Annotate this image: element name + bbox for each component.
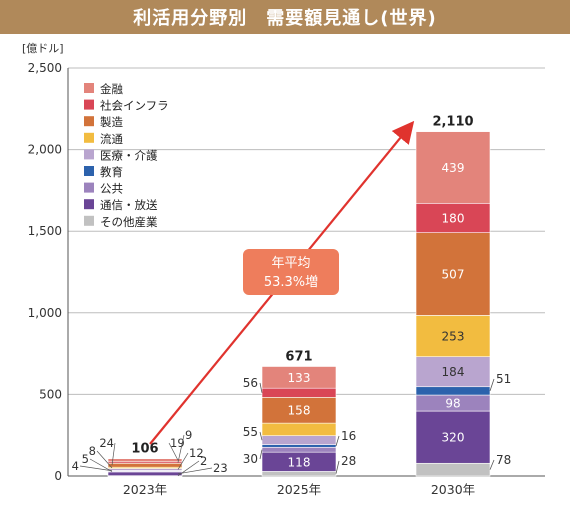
growth-callout-line1: 年平均 bbox=[271, 256, 310, 271]
y-tick-label: 0 bbox=[54, 469, 62, 483]
legend-swatch bbox=[84, 132, 94, 143]
legend-label: 流通 bbox=[100, 132, 123, 146]
data-label: 12 bbox=[189, 446, 204, 460]
data-label: 78 bbox=[496, 453, 511, 467]
legend-swatch bbox=[84, 83, 94, 93]
data-label: 55 bbox=[243, 425, 258, 439]
bar-segment bbox=[261, 446, 337, 453]
data-label: 180 bbox=[442, 211, 465, 225]
legend-swatch bbox=[84, 99, 94, 110]
data-label: 30 bbox=[243, 452, 258, 466]
legend-swatch bbox=[84, 149, 94, 160]
legend-label: 医療・介護 bbox=[100, 148, 158, 162]
x-tick-label: 2025年 bbox=[277, 482, 321, 497]
data-label: 51 bbox=[496, 372, 511, 386]
total-label: 106 bbox=[131, 442, 158, 457]
leader-line bbox=[489, 459, 495, 470]
legend-label: 公共 bbox=[100, 182, 123, 196]
x-tick-label: 2030年 bbox=[431, 482, 475, 497]
leader-line bbox=[259, 449, 263, 460]
legend-swatch bbox=[84, 116, 94, 127]
legend-swatch bbox=[84, 199, 94, 210]
growth-callout-line2: 53.3%増 bbox=[264, 275, 318, 290]
bar-segment bbox=[415, 202, 491, 233]
total-label: 2,110 bbox=[432, 115, 473, 130]
leader-line bbox=[177, 434, 185, 463]
leader-line bbox=[111, 442, 116, 466]
data-label: 133 bbox=[288, 371, 311, 385]
data-label: 16 bbox=[341, 429, 356, 443]
leader-line bbox=[96, 450, 113, 469]
data-label: 28 bbox=[341, 454, 356, 468]
growth-callout-box bbox=[243, 249, 339, 295]
leader-line bbox=[259, 382, 263, 393]
y-tick-label: 1,000 bbox=[28, 306, 62, 320]
y-unit-label: [億ドル] bbox=[22, 42, 64, 55]
data-label: 439 bbox=[442, 161, 465, 175]
data-label: 320 bbox=[442, 431, 465, 445]
x-tick-label: 2023年 bbox=[123, 482, 167, 497]
legend-swatch bbox=[84, 166, 94, 176]
data-label: 5 bbox=[82, 452, 89, 466]
leader-line bbox=[89, 458, 113, 472]
bar-segment bbox=[415, 131, 491, 204]
data-label: 24 bbox=[99, 436, 114, 450]
legend-swatch bbox=[84, 182, 94, 193]
y-tick-label: 1,500 bbox=[28, 224, 62, 238]
leader-line bbox=[177, 452, 189, 470]
data-label: 23 bbox=[213, 461, 228, 475]
leader-line bbox=[489, 378, 495, 392]
title-bar: 利活用分野別 需要額見通し(世界) bbox=[0, 0, 570, 34]
legend-label: 製造 bbox=[100, 115, 123, 129]
chart-title: 利活用分野別 需要額見通し(世界) bbox=[133, 8, 437, 29]
data-label: 158 bbox=[288, 404, 311, 418]
bar-segment bbox=[415, 356, 491, 388]
data-label: 253 bbox=[442, 330, 465, 344]
y-tick-label: 500 bbox=[39, 387, 62, 401]
data-label: 98 bbox=[445, 397, 460, 411]
leader-line bbox=[168, 442, 179, 461]
data-label: 4 bbox=[72, 459, 79, 473]
data-label: 184 bbox=[442, 365, 465, 379]
data-label: 118 bbox=[288, 455, 311, 469]
legend-label: 金融 bbox=[100, 82, 123, 96]
bar-segment bbox=[261, 366, 337, 389]
bar-segment bbox=[107, 458, 183, 463]
data-label: 19 bbox=[170, 436, 185, 450]
bar-segment bbox=[415, 232, 491, 316]
y-tick-label: 2,500 bbox=[28, 61, 62, 75]
leader-line bbox=[79, 465, 113, 472]
leader-line bbox=[335, 435, 340, 447]
data-label: 8 bbox=[89, 444, 96, 458]
bar-segment bbox=[415, 410, 491, 464]
data-label: 507 bbox=[442, 268, 465, 282]
legend-label: 通信・放送 bbox=[100, 198, 158, 212]
bar-segment bbox=[261, 422, 337, 436]
leader-line bbox=[335, 460, 340, 474]
leader-line bbox=[177, 467, 213, 475]
bar-segment bbox=[107, 462, 183, 468]
legend-label: 教育 bbox=[100, 165, 123, 179]
bar-segment bbox=[415, 462, 491, 477]
data-label: 9 bbox=[185, 428, 192, 442]
data-label: 2 bbox=[200, 454, 207, 468]
total-label: 671 bbox=[285, 349, 312, 364]
legend-label: その他産業 bbox=[100, 215, 158, 229]
bar-segment bbox=[261, 435, 337, 445]
data-label: 56 bbox=[243, 376, 258, 390]
bar-segment bbox=[261, 444, 337, 448]
bar-segment bbox=[261, 471, 337, 477]
bar-segment bbox=[415, 386, 491, 396]
legend-swatch bbox=[84, 215, 94, 226]
bar-segment bbox=[415, 315, 491, 358]
legend-label: 社会インフラ bbox=[100, 99, 169, 113]
bar-segment bbox=[107, 471, 183, 476]
leader-line bbox=[259, 431, 263, 441]
bar-segment bbox=[261, 387, 337, 398]
y-tick-label: 2,000 bbox=[28, 143, 62, 157]
bar-segment bbox=[261, 397, 337, 424]
